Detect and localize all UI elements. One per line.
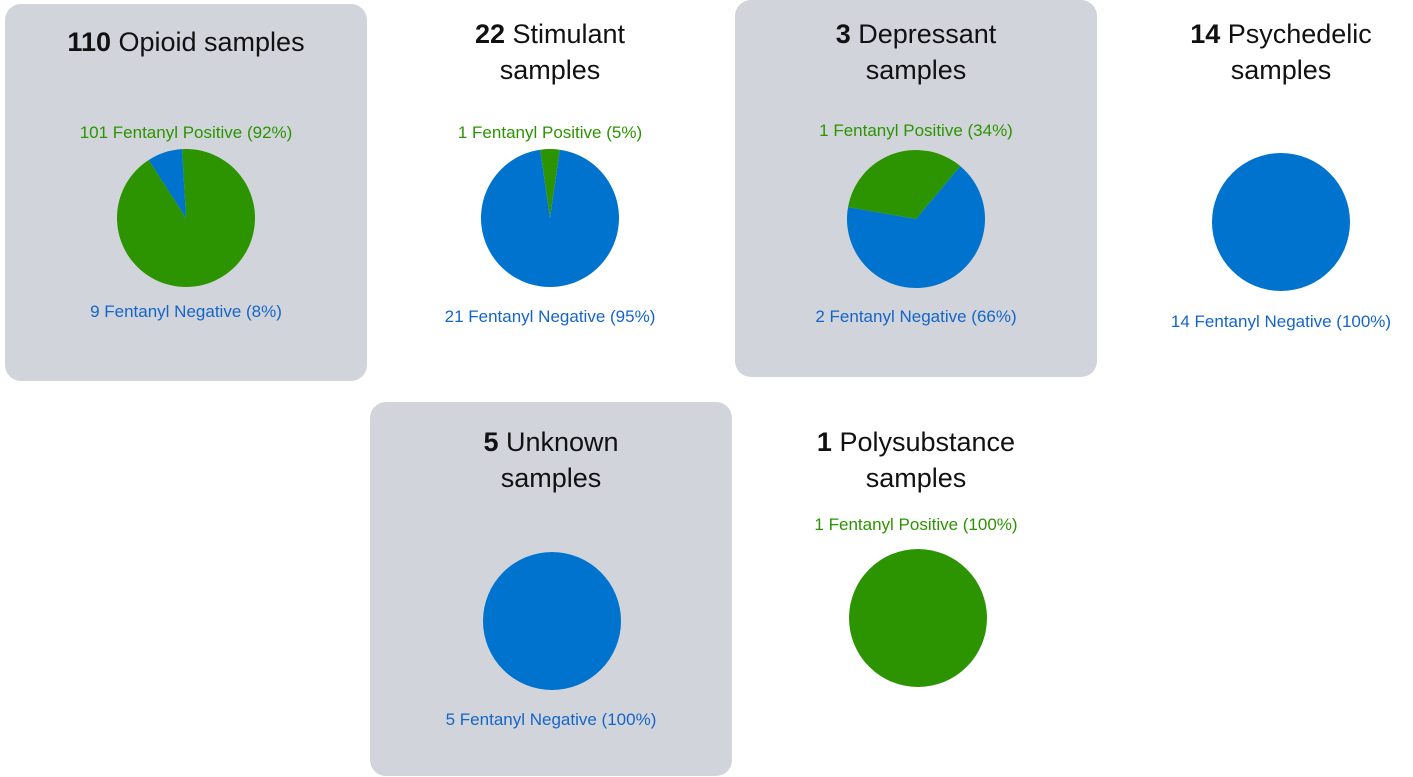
sample-count: 14 [1190,19,1221,49]
pie-slice-positive [540,149,560,218]
positive-label: 101 Fentanyl Positive (92%) [79,123,293,142]
pie-chart [117,149,256,287]
pie-slice-positive [848,150,961,219]
title-line2: samples [499,55,601,85]
card-stimulant: 22 Stimulant samples 1 Fentanyl Positive… [369,4,731,381]
sample-count: 22 [474,19,505,49]
title-line2: samples [865,463,967,493]
title-line2: samples [500,463,602,493]
title-text: Polysubstance [831,427,1016,457]
pie-slice-negative [148,149,186,218]
sample-count: 1 [816,427,832,457]
title-text: Opioid samples [110,27,305,57]
card-title: 1 Polysubstance samples [735,424,1097,496]
pie-chart [1212,153,1350,291]
pie-slice-negative [481,149,619,287]
pie-slice-negative [847,166,985,288]
positive-label: 1 Fentanyl Positive (34%) [819,121,1013,140]
negative-label: 14 Fentanyl Negative (100%) [1170,312,1392,331]
positive-label: 1 Fentanyl Positive (5%) [457,123,643,142]
negative-label: 21 Fentanyl Negative (95%) [444,307,656,326]
pie-slice-negative [483,552,621,690]
positive-label: 1 Fentanyl Positive (100%) [814,515,1018,534]
sample-count: 110 [67,27,111,57]
sample-count: 3 [835,19,851,49]
sample-count: 5 [483,427,499,457]
pie-chart [847,150,985,288]
pie-chart [481,149,619,287]
negative-label: 2 Fentanyl Negative (66%) [815,307,1017,326]
card-polysubstance: 1 Polysubstance samples 1 Fentanyl Posit… [735,402,1097,776]
card-title: 5 Unknown samples [370,424,732,496]
negative-label: 5 Fentanyl Negative (100%) [445,710,657,729]
card-depressant: 3 Depressant samples 1 Fentanyl Positive… [735,0,1097,377]
title-text: Unknown [498,427,619,457]
card-title: 3 Depressant samples [735,16,1097,88]
pie-slice-positive [117,149,256,287]
card-psychedelic: 14 Psychedelic samples 14 Fentanyl Negat… [1100,4,1413,381]
pie-slice-negative [1212,153,1350,291]
card-title: 110 Opioid samples [5,24,367,60]
negative-label: 9 Fentanyl Negative (8%) [90,302,282,321]
title-text: Depressant [850,19,997,49]
title-line2: samples [865,55,967,85]
card-opioid: 110 Opioid samples 101 Fentanyl Positive… [5,4,367,381]
pie-chart [849,549,987,687]
title-text: Stimulant [504,19,626,49]
card-title: 14 Psychedelic samples [1100,16,1413,88]
pie-slice-positive [849,549,987,687]
card-title: 22 Stimulant samples [369,16,731,88]
title-line2: samples [1230,55,1332,85]
title-text: Psychedelic [1220,19,1372,49]
card-unknown: 5 Unknown samples 5 Fentanyl Negative (1… [370,402,732,776]
pie-chart [483,552,621,690]
